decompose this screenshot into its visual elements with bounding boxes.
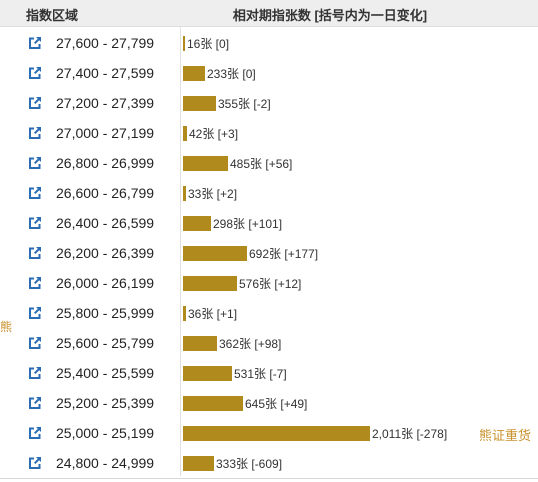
index-range-label: 25,600 - 25,799 — [56, 335, 155, 351]
index-range-header: 指数区域 — [26, 8, 79, 23]
count-bar — [183, 96, 216, 111]
contract-count-header: 相对期指张数 [括号内为一日变化] — [232, 8, 428, 23]
index-range-label: 25,000 - 25,199 — [56, 425, 155, 441]
table-row: 25,000 - 25,199 2,011张 [-278] — [0, 418, 538, 448]
table-row: 25,600 - 25,799 362张 [+98] — [0, 328, 538, 358]
table-row: 27,000 - 27,199 42张 [+3] — [0, 118, 538, 148]
index-range-label: 25,800 - 25,999 — [56, 305, 155, 321]
index-range-label: 27,200 - 27,399 — [56, 95, 155, 111]
table-row: 25,400 - 25,599 531张 [-7] — [0, 358, 538, 388]
count-bar — [183, 336, 217, 351]
index-range-label: 26,000 - 26,199 — [56, 275, 155, 291]
count-label: 692张 [+177] — [249, 247, 319, 261]
external-link-icon[interactable] — [28, 216, 42, 230]
count-label: 362张 [+98] — [219, 337, 282, 351]
count-label: 2,011张 [-278] — [372, 427, 448, 441]
external-link-icon[interactable] — [28, 246, 42, 260]
count-label: 298张 [+101] — [213, 217, 283, 231]
count-label: 531张 [-7] — [234, 367, 287, 381]
count-label: 485张 [+56] — [230, 157, 293, 171]
count-label: 645张 [+49] — [245, 397, 308, 411]
table-row: 26,400 - 26,599 298张 [+101] — [0, 208, 538, 238]
count-bar — [183, 276, 237, 291]
count-bar — [183, 216, 211, 231]
external-link-icon[interactable] — [28, 36, 42, 50]
external-link-icon[interactable] — [28, 96, 42, 110]
table-row: 27,400 - 27,599 233张 [0] — [0, 58, 538, 88]
count-label: 33张 [+2] — [188, 187, 238, 201]
table-header: 指数区域 相对期指张数 [括号内为一日变化] — [0, 0, 538, 27]
count-bar — [183, 306, 186, 321]
table-row: 27,200 - 27,399 355张 [-2] — [0, 88, 538, 118]
count-bar — [183, 126, 187, 141]
table-row: 27,600 - 27,799 16张 [0] — [0, 28, 538, 58]
count-bar — [183, 66, 205, 81]
bottom-border — [0, 478, 538, 479]
external-link-icon[interactable] — [28, 66, 42, 80]
external-link-icon[interactable] — [28, 126, 42, 140]
count-bar — [183, 186, 186, 201]
index-range-label: 27,600 - 27,799 — [56, 35, 155, 51]
index-range-label: 26,800 - 26,999 — [56, 155, 155, 171]
count-bar — [183, 156, 228, 171]
count-label: 233张 [0] — [207, 67, 256, 81]
table-row: 26,000 - 26,199 576张 [+12] — [0, 268, 538, 298]
table-row: 26,800 - 26,999 485张 [+56] — [0, 148, 538, 178]
count-label: 42张 [+3] — [189, 127, 239, 141]
bear-heavy-zone-label: 熊证重货 — [479, 428, 532, 443]
count-bar — [183, 396, 243, 411]
index-range-label: 26,600 - 26,799 — [56, 185, 155, 201]
column-divider — [180, 26, 181, 476]
external-link-icon[interactable] — [28, 426, 42, 440]
count-bar — [183, 246, 247, 261]
count-label: 16张 [0] — [187, 37, 230, 51]
table-row: 24,800 - 24,999 333张 [-609] — [0, 448, 538, 478]
count-bar — [183, 456, 214, 471]
external-link-icon[interactable] — [28, 306, 42, 320]
external-link-icon[interactable] — [28, 156, 42, 170]
count-label: 333张 [-609] — [216, 457, 283, 471]
index-range-label: 26,400 - 26,599 — [56, 215, 155, 231]
count-label: 355张 [-2] — [218, 97, 271, 111]
count-bar — [183, 366, 232, 381]
index-range-label: 25,400 - 25,599 — [56, 365, 155, 381]
count-label: 36张 [+1] — [188, 307, 238, 321]
count-bar — [183, 36, 185, 51]
count-label: 576张 [+12] — [239, 277, 302, 291]
index-range-label: 27,000 - 27,199 — [56, 125, 155, 141]
external-link-icon[interactable] — [28, 276, 42, 290]
external-link-icon[interactable] — [28, 336, 42, 350]
index-range-label: 27,400 - 27,599 — [56, 65, 155, 81]
count-bar — [183, 426, 370, 441]
table-row: 26,600 - 26,799 33张 [+2] — [0, 178, 538, 208]
index-range-label: 24,800 - 24,999 — [56, 455, 155, 471]
table-row: 26,200 - 26,399 692张 [+177] — [0, 238, 538, 268]
table-row: 25,800 - 25,999 36张 [+1] — [0, 298, 538, 328]
external-link-icon[interactable] — [28, 396, 42, 410]
external-link-icon[interactable] — [28, 456, 42, 470]
external-link-icon[interactable] — [28, 186, 42, 200]
external-link-icon[interactable] — [28, 366, 42, 380]
index-range-label: 25,200 - 25,399 — [56, 395, 155, 411]
index-range-label: 26,200 - 26,399 — [56, 245, 155, 261]
table-row: 25,200 - 25,399 645张 [+49] — [0, 388, 538, 418]
bear-side-label: 熊 — [0, 320, 13, 334]
